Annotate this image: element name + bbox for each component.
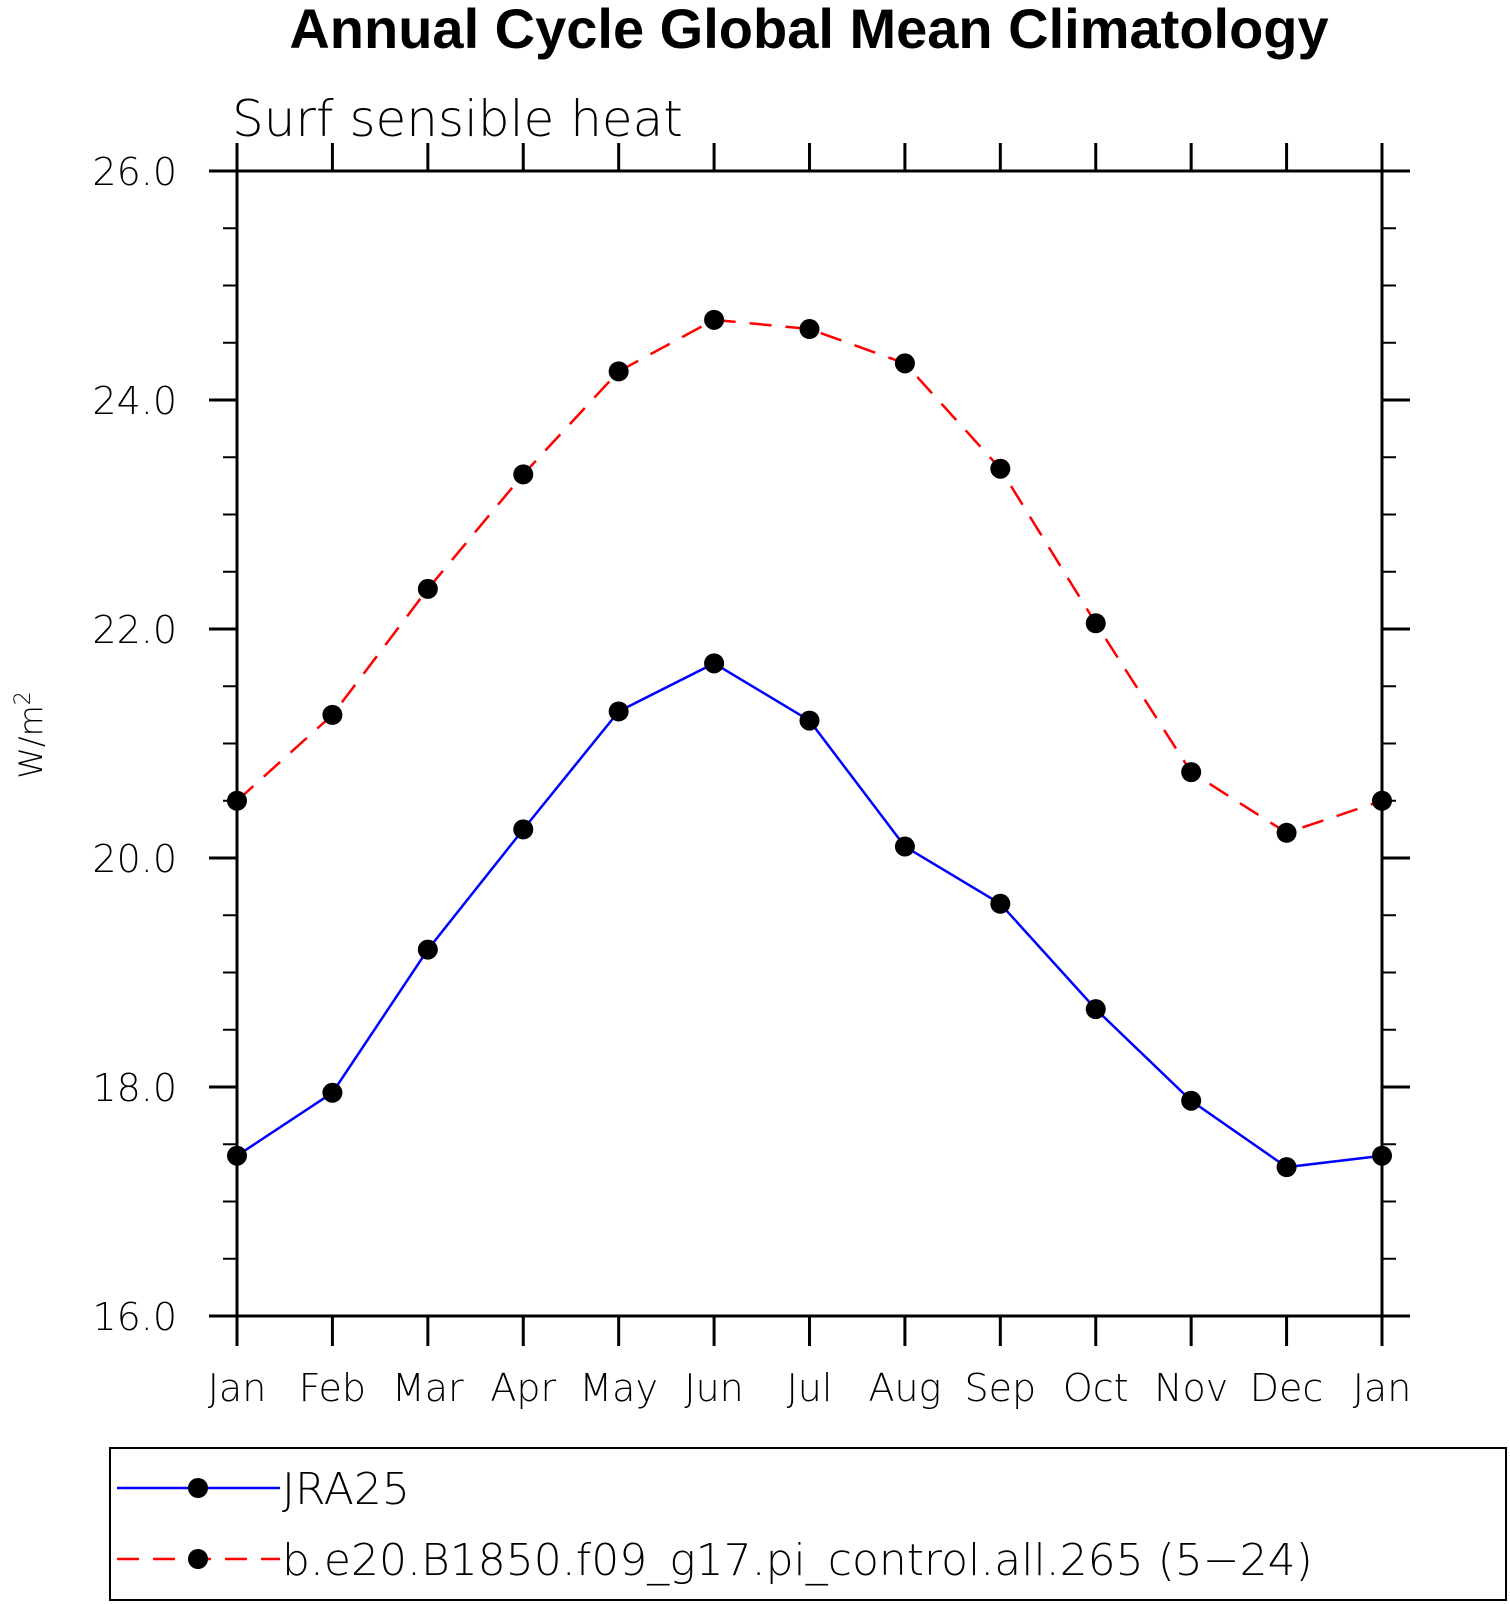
series-line-1 bbox=[236, 318, 1383, 835]
y-tick-label: 16.0 bbox=[92, 1295, 177, 1339]
series-point-0 bbox=[1181, 1090, 1202, 1111]
chart-title: Annual Cycle Global Mean Climatology bbox=[289, 0, 1328, 60]
series-point-1 bbox=[417, 578, 438, 599]
y-tick-label: 22.0 bbox=[92, 608, 177, 652]
x-tick-label: Jan bbox=[1353, 1366, 1412, 1410]
legend-marker-0 bbox=[188, 1478, 208, 1498]
legend-box bbox=[109, 1447, 1507, 1601]
x-tick-label: Apr bbox=[490, 1366, 556, 1410]
series-point-1 bbox=[799, 319, 820, 340]
x-tick-label: Dec bbox=[1250, 1366, 1324, 1410]
y-tick-label: 26.0 bbox=[92, 150, 177, 194]
series-point-1 bbox=[227, 790, 247, 811]
x-tick-label: Aug bbox=[868, 1366, 941, 1410]
chart-subtitle: Surf sensible heat bbox=[232, 90, 683, 148]
series-line-0 bbox=[236, 661, 1383, 1169]
x-tick-label: Mar bbox=[392, 1366, 464, 1410]
x-tick-label: Nov bbox=[1154, 1366, 1228, 1410]
y-tick-label: 18.0 bbox=[92, 1066, 177, 1110]
x-tick-label: Feb bbox=[299, 1366, 366, 1410]
series-point-0 bbox=[227, 1145, 247, 1166]
series-point-1 bbox=[1372, 790, 1392, 811]
y-tick-label: 24.0 bbox=[92, 379, 177, 423]
legend-marker-1 bbox=[188, 1549, 208, 1569]
series-point-0 bbox=[894, 836, 915, 857]
series-point-0 bbox=[1372, 1145, 1392, 1166]
y-axis-label-text: W/m bbox=[12, 705, 50, 779]
y-axis-label-superscript: 2 bbox=[11, 691, 36, 705]
x-tick-label: Jan bbox=[208, 1366, 267, 1410]
series-point-1 bbox=[1276, 822, 1297, 843]
series-point-0 bbox=[513, 819, 534, 840]
series-point-0 bbox=[1085, 999, 1106, 1020]
series-layer bbox=[227, 309, 1392, 1178]
series-point-0 bbox=[799, 710, 820, 731]
series-point-0 bbox=[990, 893, 1011, 914]
series-point-1 bbox=[1085, 613, 1106, 634]
x-tick-label: Jun bbox=[684, 1366, 743, 1410]
series-point-0 bbox=[704, 653, 725, 674]
series-point-1 bbox=[513, 464, 534, 485]
axes: Jan Feb Mar Apr May Jun Jul Aug Sep Oct Nov Dec Jan 1… bbox=[92, 143, 1411, 1410]
series-point-1 bbox=[704, 309, 725, 330]
x-tick-label: Jul bbox=[787, 1366, 833, 1410]
series-point-0 bbox=[608, 701, 629, 722]
series-point-1 bbox=[894, 353, 915, 374]
x-tick-label: Sep bbox=[965, 1366, 1037, 1410]
series-point-0 bbox=[1276, 1157, 1297, 1178]
y-axis-label: W/m2 bbox=[11, 691, 50, 779]
legend-label-1: b.e20.B1850.f09_g17.pi_control.all.265 (… bbox=[282, 1535, 1313, 1586]
series-point-0 bbox=[417, 939, 438, 960]
y-tick-label: 20.0 bbox=[92, 837, 177, 881]
series-point-1 bbox=[322, 704, 343, 725]
legend: JRA25 b.e20.B1850.f09_g17.pi_control.all.… bbox=[109, 1447, 1507, 1601]
series-point-0 bbox=[322, 1082, 343, 1103]
x-tick-label: May bbox=[579, 1366, 658, 1410]
plot-frame bbox=[235, 169, 1384, 1318]
x-tick-label: Oct bbox=[1063, 1366, 1129, 1410]
legend-label-0: JRA25 bbox=[282, 1464, 410, 1515]
series-point-1 bbox=[608, 361, 629, 382]
series-point-1 bbox=[1181, 762, 1202, 783]
series-point-1 bbox=[990, 458, 1011, 479]
